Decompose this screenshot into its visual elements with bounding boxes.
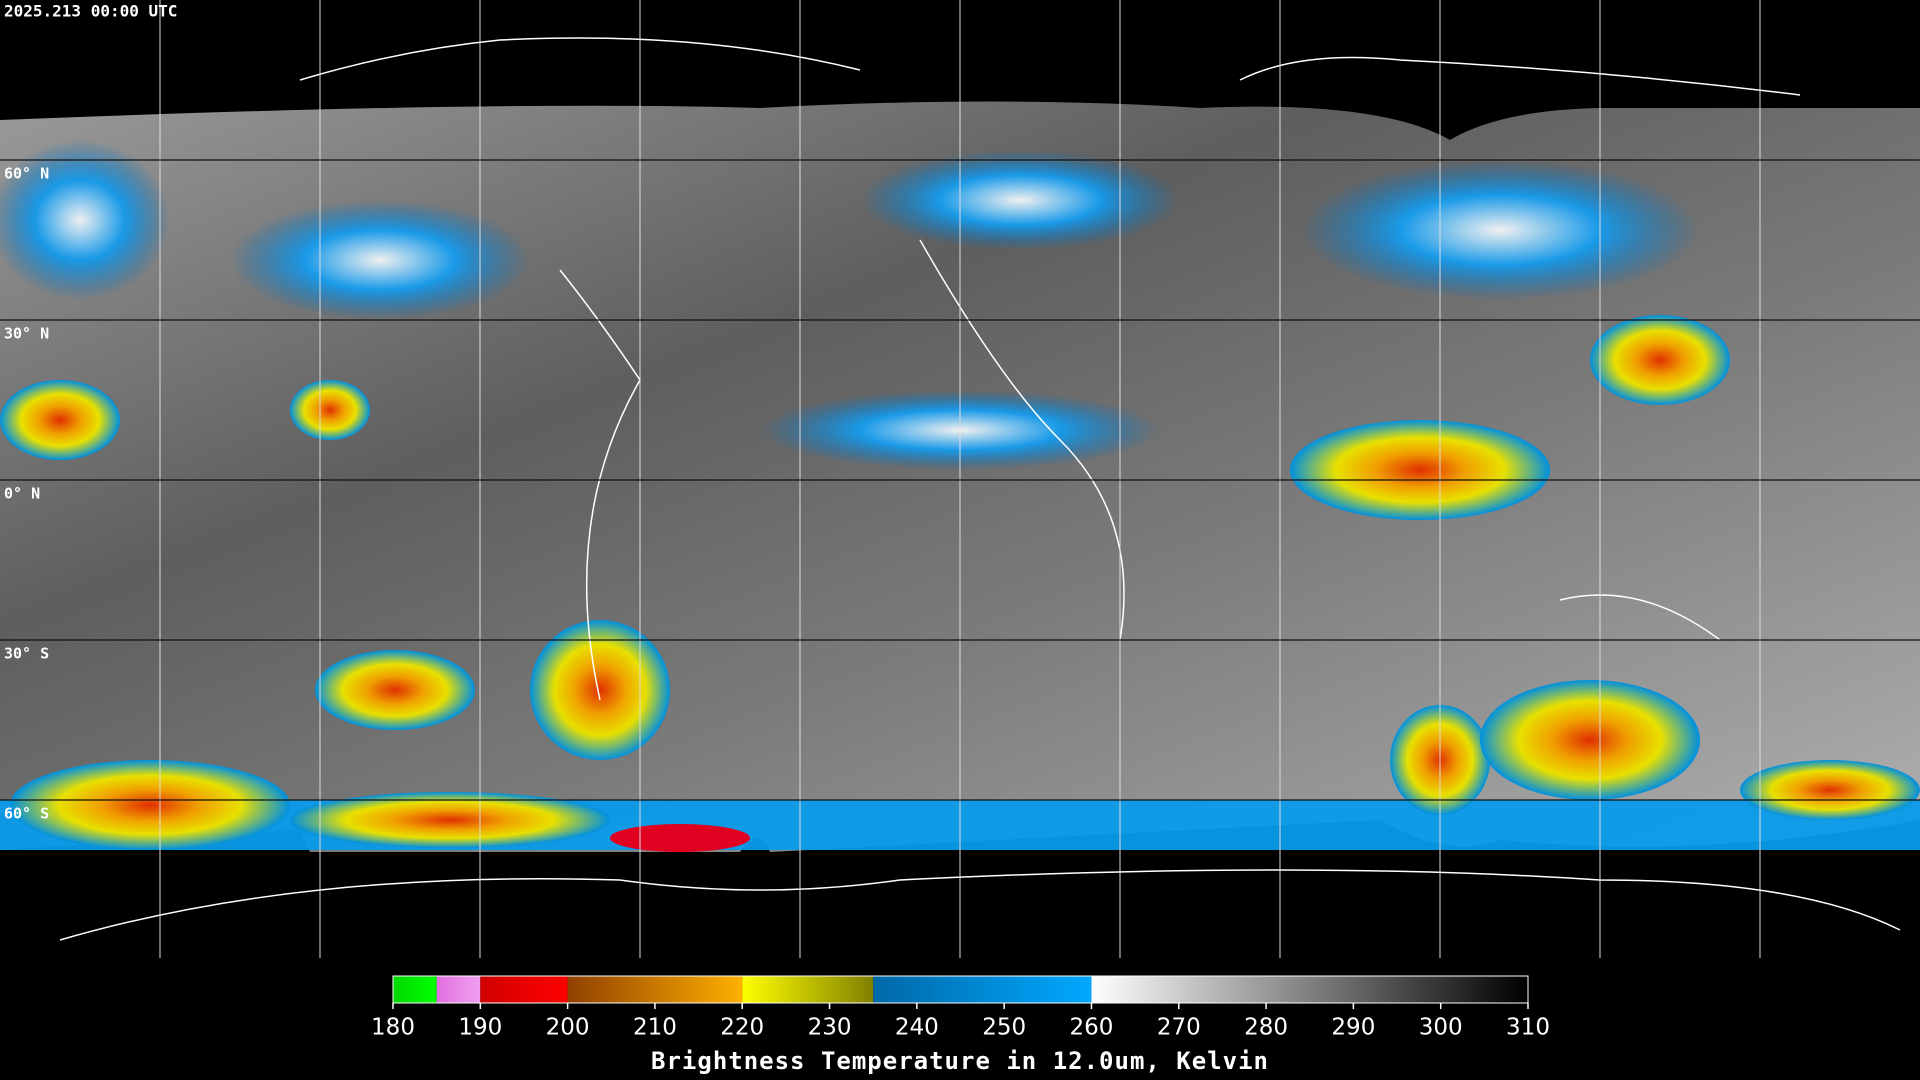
storm [290, 380, 370, 440]
colorbar-segment [567, 976, 743, 1003]
latitude-label: 0° N [4, 485, 40, 503]
colorbar-tick-label: 220 [720, 1015, 764, 1041]
colorbar-tick-label: 300 [1419, 1015, 1463, 1041]
cloud [0, 140, 170, 300]
coastline [59, 37, 1901, 941]
timestamp: 2025.213 00:00 UTC [4, 2, 177, 21]
storm [0, 380, 120, 460]
colorbar-tick-label: 290 [1331, 1015, 1375, 1041]
storm [10, 760, 290, 850]
storm [610, 824, 750, 852]
colorbar-frame [392, 975, 1529, 1004]
colorbar-tick-label: 200 [546, 1015, 590, 1041]
latitude-label: 30° S [4, 645, 49, 663]
storm [315, 650, 475, 730]
storm [290, 792, 610, 848]
colorbar: 180 190 200 210 220 230 240 250 260 270 280 290 300 3… [371, 975, 1550, 1041]
colorbar-segment [742, 976, 874, 1003]
latitude-label: 60° S [4, 805, 49, 823]
storm [530, 620, 670, 760]
colorbar-segment [436, 976, 481, 1003]
colorbar-tick-label: 230 [808, 1015, 852, 1041]
colorbar-tick-label: 240 [895, 1015, 939, 1041]
colorbar-tick-label: 250 [982, 1015, 1026, 1041]
colorbar-tick-label: 260 [1070, 1015, 1114, 1041]
cloud [1300, 160, 1700, 300]
colorbar-tick-label: 310 [1506, 1015, 1550, 1041]
colorbar-segment [873, 976, 1092, 1003]
storm [1740, 760, 1920, 820]
colorbar-segment [1091, 976, 1528, 1003]
latitude-label: 60° N [4, 165, 49, 183]
colorbar-segment [393, 976, 437, 1003]
cloud [230, 200, 530, 320]
colorbar-tick-label: 180 [371, 1015, 415, 1041]
colorbar-tick-label: 280 [1244, 1015, 1288, 1041]
colorbar-title: Brightness Temperature in 12.0um, Kelvin [651, 1047, 1269, 1075]
cloud [860, 150, 1180, 250]
colorbar-tick-label: 210 [633, 1015, 677, 1041]
latitude-label: 30° N [4, 325, 49, 343]
storm [1480, 680, 1700, 800]
colorbar-tick-label: 270 [1157, 1015, 1201, 1041]
graticule: 60° N 30° N 0° N 30° S 60° S [0, 0, 1920, 958]
storm [1590, 315, 1730, 405]
colorbar-segment [480, 976, 568, 1003]
colorbar-tick-label: 190 [458, 1015, 502, 1041]
storm [1290, 420, 1550, 520]
